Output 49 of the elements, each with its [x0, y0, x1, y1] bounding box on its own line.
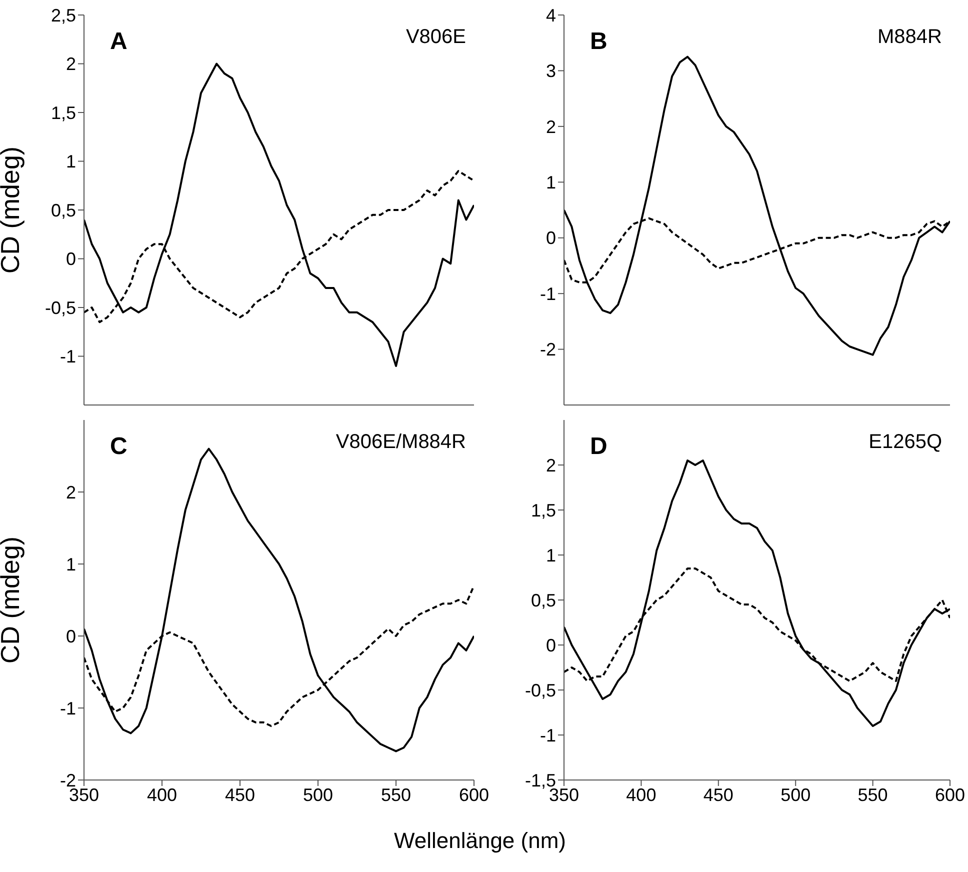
- y-tick-label: -1: [60, 346, 76, 367]
- y-tick-label: -1: [540, 725, 556, 746]
- annotation: B: [590, 28, 608, 56]
- x-tick-label: 500: [780, 784, 811, 805]
- y-tick-label: 3: [546, 61, 556, 82]
- y-tick-label: 0: [66, 249, 76, 270]
- y-tick-label: -0,5: [44, 298, 76, 318]
- x-tick-label: 600: [458, 784, 490, 805]
- y-tick-label: 2,5: [50, 5, 76, 26]
- annotation: V806E/M884R: [336, 431, 466, 454]
- y-tick-label: -0,5: [524, 680, 556, 700]
- y-tick-label: 2: [546, 455, 556, 476]
- annotation: A: [110, 28, 128, 56]
- line-series: [84, 62, 474, 367]
- x-tick-label: 400: [626, 784, 656, 805]
- x-axis-title: Wellenlänge (nm): [392, 828, 567, 854]
- y-tick-label: -1: [60, 698, 76, 718]
- y-tick-label: 1: [66, 554, 76, 574]
- y-tick-label: 1: [546, 172, 556, 193]
- x-tick-label: 500: [302, 784, 334, 805]
- y-tick-label: 2: [66, 482, 76, 502]
- y-tick-label: 0: [546, 228, 556, 248]
- y-tick-label: 1: [546, 545, 556, 566]
- y-tick-label: -1: [540, 284, 556, 304]
- annotation: M884R: [878, 26, 942, 49]
- annotation: E1265Q: [868, 431, 942, 454]
- x-tick-label: 450: [703, 784, 734, 805]
- y-axis-title: CD (mdeg): [0, 536, 26, 664]
- line-series: [564, 460, 950, 727]
- annotation: C: [110, 433, 128, 461]
- y-axis-title: CD (mdeg): [0, 146, 26, 274]
- y-tick-label: 0,5: [530, 590, 556, 610]
- annotation: D: [590, 433, 608, 461]
- y-tick-label: -2: [540, 340, 556, 360]
- annotation: V806E: [406, 26, 466, 49]
- x-tick-label: 600: [934, 784, 966, 805]
- y-tick-label: 1,5: [50, 102, 76, 123]
- x-tick-label: 550: [380, 784, 412, 805]
- x-tick-label: 400: [146, 784, 178, 805]
- y-tick-label: 2: [66, 54, 76, 74]
- y-tick-label: 0: [546, 635, 556, 656]
- y-tick-label: 1: [66, 152, 76, 172]
- y-tick-label: 1,5: [530, 500, 556, 520]
- x-tick-label: 550: [858, 784, 888, 805]
- x-tick-label: 450: [224, 784, 256, 805]
- y-tick-label: 0: [66, 626, 76, 646]
- y-tick-label: 0,5: [50, 200, 76, 220]
- y-tick-label: 4: [546, 5, 556, 26]
- y-tick-label: 2: [546, 116, 556, 137]
